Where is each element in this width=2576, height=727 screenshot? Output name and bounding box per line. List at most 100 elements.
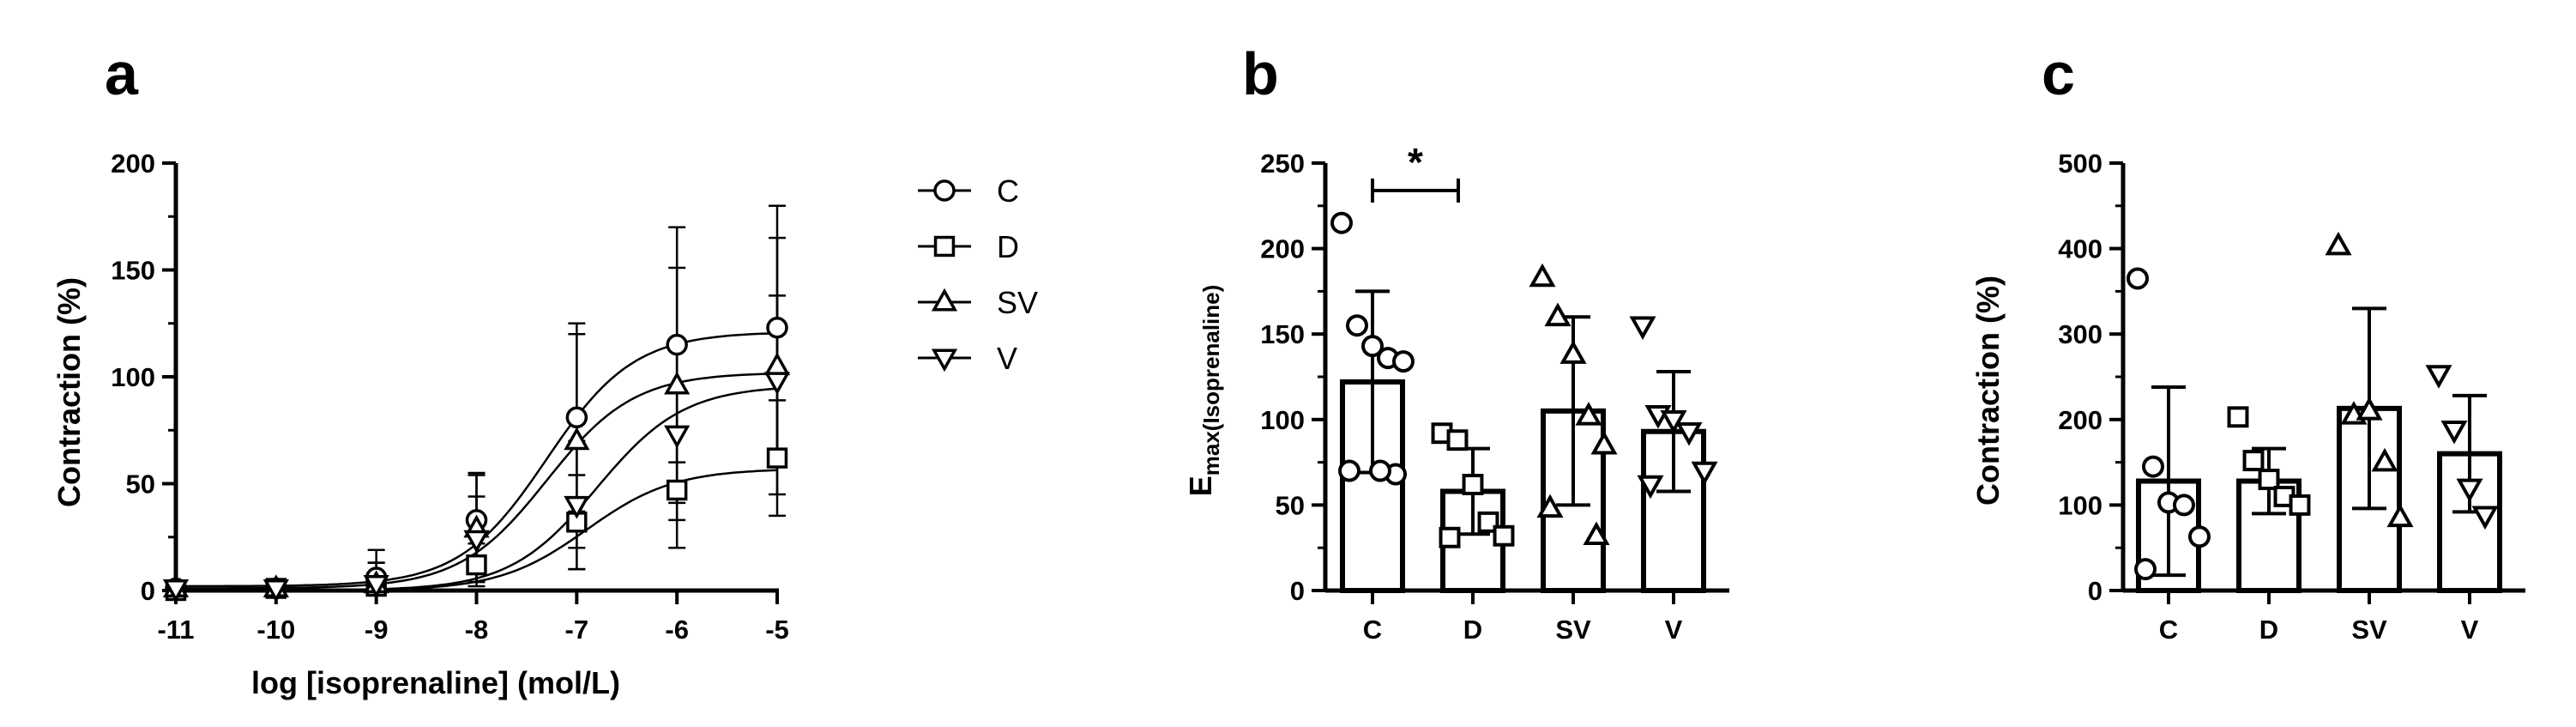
panel-a-x-tick-label: -11 xyxy=(157,615,194,645)
point-C xyxy=(2127,267,2149,290)
panel-b-x-tick-label: C xyxy=(1363,615,1382,645)
panel-a-y-tick-label: 0 xyxy=(141,576,155,606)
point-SV xyxy=(1583,521,1610,546)
data-point-V xyxy=(763,372,791,396)
point-SV xyxy=(2371,447,2398,472)
data-point-SV xyxy=(564,427,590,451)
panel-a-y-tick-label: 200 xyxy=(111,148,155,179)
point-D xyxy=(1439,526,1461,548)
point-V xyxy=(2456,478,2483,503)
panel-a-dose-response-chart: a Contraction (%) log [isoprenaline] (mo… xyxy=(51,40,1038,700)
panel-c-points xyxy=(2127,231,2499,581)
panel-b-y-tick-label: 50 xyxy=(1276,490,1305,520)
significance-star: * xyxy=(1408,140,1423,185)
data-point-SV xyxy=(763,352,791,376)
panel-b-significance-bracket: * xyxy=(1371,140,1460,203)
point-C xyxy=(1392,350,1415,373)
legend-marker-C xyxy=(933,179,956,202)
panel-a-y-tick-label: 150 xyxy=(111,256,155,286)
point-D xyxy=(1446,429,1469,451)
panel-b-y-axis-title: Emax(Isoprenaline) xyxy=(1183,285,1224,497)
panel-b-y-axis-title-subscript: max(Isoprenaline) xyxy=(1198,285,1224,476)
panel-c-y-tick-label: 100 xyxy=(2058,490,2102,520)
point-SV xyxy=(1575,402,1602,426)
panel-b-emax-bar-chart: b Emax(Isoprenaline) 0 50 100 150 200 250 C D SV… xyxy=(1183,40,1729,645)
point-D xyxy=(2227,406,2249,428)
panel-c-bars xyxy=(2136,306,2502,594)
panel-b-y-tick-label: 100 xyxy=(1260,405,1305,435)
point-V xyxy=(2425,365,2452,389)
panel-b-bars xyxy=(1340,289,1706,594)
panel-a-x-tick-label: -6 xyxy=(665,615,689,645)
panel-b-letter: b xyxy=(1242,40,1279,107)
panel-a-letter: a xyxy=(105,40,139,107)
bar-C xyxy=(1340,379,1405,594)
point-C xyxy=(2134,558,2157,581)
point-D xyxy=(2242,450,2265,472)
point-C xyxy=(1369,459,1391,482)
panel-b-y-tick-label: 150 xyxy=(1260,319,1305,349)
point-SV xyxy=(1536,494,1564,518)
panel-a-y-axis-title: Contraction (%) xyxy=(51,277,87,507)
panel-c-y-tick-label: 400 xyxy=(2058,234,2102,264)
panel-a-axes: -11 -10 -9 -8 -7 -6 -5 0 50 100 150 200 xyxy=(111,148,789,645)
data-point-C xyxy=(666,333,688,356)
panel-c-x-tick-label: SV xyxy=(2351,615,2387,645)
point-V xyxy=(2440,420,2468,445)
panel-c-axes: 0 100 200 300 400 500 C D SV V xyxy=(2058,148,2525,645)
panel-b-y-tick-label: 200 xyxy=(1260,234,1305,264)
panel-b-y-tick-label: 250 xyxy=(1260,148,1305,179)
panel-a-x-axis-title: log [isoprenaline] (mol/L) xyxy=(251,665,620,700)
point-C xyxy=(2188,525,2211,548)
panel-a-markers xyxy=(162,316,791,603)
panel-c-x-tick-label: D xyxy=(2259,615,2278,645)
point-D xyxy=(1477,511,1499,533)
panel-c-contraction-bar-chart: c Contraction (%) 0 100 200 300 400 500 C D SV V xyxy=(1970,40,2525,645)
panel-b-x-tick-label: SV xyxy=(1555,615,1591,645)
point-C xyxy=(1361,335,1384,358)
panel-b-x-tick-label: D xyxy=(1463,615,1482,645)
panel-a-error-bars xyxy=(367,204,786,592)
point-D xyxy=(2258,469,2280,490)
point-C xyxy=(1338,459,1360,482)
svg-text:Emax(Isoprenaline): Emax(Isoprenaline) xyxy=(1183,285,1224,497)
data-point-V xyxy=(664,425,691,449)
point-V xyxy=(1691,461,1718,486)
point-SV xyxy=(1529,263,1556,288)
panel-b-x-tick-label: V xyxy=(1665,615,1683,645)
panel-c-x-tick-label: C xyxy=(2159,615,2178,645)
panel-c-y-tick-label: 300 xyxy=(2058,319,2102,349)
point-C xyxy=(2173,494,2195,517)
legend-marker-D xyxy=(933,235,956,257)
point-SV xyxy=(2325,231,2352,256)
point-SV xyxy=(1590,430,1618,455)
panel-c-y-tick-label: 500 xyxy=(2058,148,2102,179)
panel-a-x-tick-label: -5 xyxy=(765,615,789,645)
panel-b-y-tick-label: 0 xyxy=(1290,576,1305,606)
point-V xyxy=(1629,316,1656,340)
data-point-D xyxy=(466,554,487,576)
point-V xyxy=(1637,475,1664,500)
point-V xyxy=(2471,506,2499,530)
panel-a-legend: CD SV V xyxy=(918,173,1038,376)
point-SV xyxy=(2356,397,2383,421)
point-D xyxy=(2289,494,2311,516)
panel-b-points xyxy=(1330,211,1718,548)
panel-a-x-tick-label: -9 xyxy=(365,615,389,645)
legend-label-V: V xyxy=(997,341,1017,376)
data-point-C xyxy=(766,316,788,339)
point-C xyxy=(1346,314,1368,337)
panel-c-y-axis-title: Contraction (%) xyxy=(1970,276,2006,506)
legend-marker-SV xyxy=(931,288,958,312)
data-point-V xyxy=(262,579,289,603)
point-V xyxy=(1675,421,1703,446)
data-point-V xyxy=(564,495,590,519)
point-SV xyxy=(1559,340,1587,364)
data-point-D xyxy=(766,447,788,469)
legend-label-C: C xyxy=(997,173,1019,209)
point-SV xyxy=(1544,302,1572,327)
point-D xyxy=(1493,524,1515,547)
panel-a-y-tick-label: 100 xyxy=(111,362,155,392)
data-point-D xyxy=(666,479,688,501)
